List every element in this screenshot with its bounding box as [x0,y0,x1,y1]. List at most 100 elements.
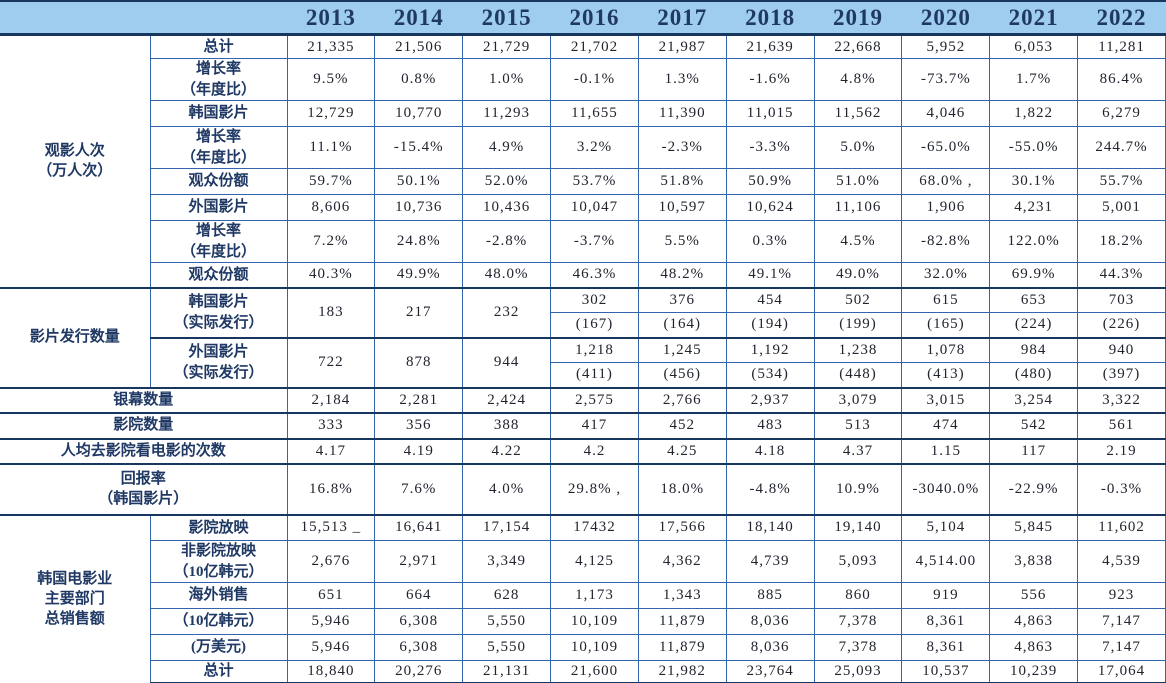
value-cell: 4.25 [637,438,727,465]
value-cell: 59.7% [286,168,375,195]
year-header: 2017 [638,0,727,36]
value-cell: 878 [374,337,463,389]
value-cell: 40.3% [286,262,375,289]
value-cell: 22,668 [813,34,902,59]
value-cell: (411) [550,362,639,389]
value-cell: 49.9% [374,262,463,289]
row-label: 增长率 （年度比） [149,126,287,169]
table-row: 影院数量 333 356 388 417 452 483 513 474 542 561 [0,412,1166,440]
value-cell: -1.6% [725,58,815,101]
value-cell: 651 [286,582,375,609]
table-corner [0,0,287,36]
value-cell: 117 [989,438,1078,465]
year-header: 2015 [462,0,551,36]
value-cell: 653 [989,287,1078,313]
value-cell: 232 [462,287,551,339]
value-cell: 556 [989,582,1078,609]
value-cell: -4.8% [725,463,815,516]
value-cell: (224) [989,312,1078,339]
table-row: 银幕数量 2,184 2,281 2,424 2,575 2,766 2,937 3,079 3… [0,387,1166,414]
value-cell: 122.0% [989,220,1078,263]
value-cell: 5,104 [901,514,990,541]
year-header: 2013 [287,0,375,36]
value-cell: 11,879 [637,608,727,635]
value-cell: 4.19 [374,438,463,465]
table-row: 总计 18,840 20,276 21,131 21,600 21,982 23,764 25… [0,660,1166,683]
value-cell: -73.7% [901,58,990,101]
value-cell: 860 [813,582,902,609]
value-cell: 18,840 [286,660,375,683]
value-cell: 8,361 [901,608,990,635]
table-row: 观影人次 （万人次） 总计 21,335 21,506 21,729 21,702 21,9… [0,34,1166,289]
value-cell: 452 [637,412,727,440]
value-cell: 217 [374,287,463,339]
value-cell: 53.7% [550,168,639,195]
value-cell: 7,147 [1077,634,1166,661]
value-cell: 4.37 [813,438,902,465]
value-cell: 32.0% [901,262,990,289]
value-cell: -3040.0% [901,463,990,516]
value-cell: 1.0% [462,58,551,101]
table-row: 韩国电影业 主要部门 总销售额 影院放映 15,513 _ 16,641 17,154 1… [0,514,1166,683]
value-cell: (167) [550,312,639,339]
value-cell: (226) [1077,312,1166,339]
value-cell: 48.0% [462,262,551,289]
value-cell: 25,093 [813,660,902,683]
value-cell: 388 [462,412,551,440]
value-cell: 10,109 [550,634,639,661]
value-cell: (164) [637,312,727,339]
value-cell: 4.17 [286,438,375,465]
value-cell: 6,308 [374,608,463,635]
row-label: （10亿韩元） [149,608,287,635]
value-cell: 4.8% [813,58,902,101]
value-cell: 4,362 [637,540,727,583]
value-cell: 4,739 [725,540,815,583]
value-cell: 18.0% [637,463,727,516]
value-cell: 4,863 [989,608,1078,635]
value-cell: 5,550 [462,608,551,635]
value-cell: 30.1% [989,168,1078,195]
value-cell: 86.4% [1077,58,1166,101]
value-cell: 21,982 [637,660,727,683]
value-cell: 21,639 [725,34,815,59]
value-cell: 183 [286,287,375,339]
value-cell: 628 [462,582,551,609]
value-cell: -82.8% [901,220,990,263]
value-cell: -55.0% [989,126,1078,169]
table-row: 观众份额 59.7% 50.1% 52.0% 53.7% 51.8% 50.9% 51.0% 6… [0,168,1166,195]
row-label: 增长率 （年度比） [149,220,287,263]
value-cell: (448) [813,362,902,389]
value-cell: 10,436 [462,194,551,221]
value-cell: (456) [637,362,727,389]
table-row: (167) (164) (194) (199) (165) (224) (226) [0,312,1166,339]
value-cell: 24.8% [374,220,463,263]
value-cell: 885 [725,582,815,609]
value-cell: 10,109 [550,608,639,635]
value-cell: 11,293 [462,100,551,127]
value-cell: 17,154 [462,514,551,541]
table-row: 非影院放映 （10亿韩元） 2,676 2,971 3,349 4,125 4,362 4,… [0,540,1166,583]
value-cell: -15.4% [374,126,463,169]
value-cell: 542 [989,412,1078,440]
year-header: 2021 [989,0,1078,36]
value-cell: 11,602 [1077,514,1166,541]
value-cell: 3,838 [989,540,1078,583]
value-cell: 17,566 [637,514,727,541]
value-cell: 50.9% [725,168,815,195]
value-cell: 16.8% [286,463,375,516]
value-cell: 244.7% [1077,126,1166,169]
value-cell: 4.9% [462,126,551,169]
value-cell: 3,349 [462,540,551,583]
table-row: 影片发行数量 韩国影片 （实际发行） 183 217 232 302 376 454 502 61… [0,287,1166,389]
value-cell: 984 [989,337,1078,363]
row-label: 韩国影片 [149,100,287,127]
value-cell: 6,279 [1077,100,1166,127]
value-cell: 2,424 [462,387,551,414]
value-cell: 1,906 [901,194,990,221]
value-cell: (480) [989,362,1078,389]
value-cell: 2,676 [286,540,375,583]
value-cell: 8,036 [725,608,815,635]
value-cell: 44.3% [1077,262,1166,289]
value-cell: 1,343 [637,582,727,609]
